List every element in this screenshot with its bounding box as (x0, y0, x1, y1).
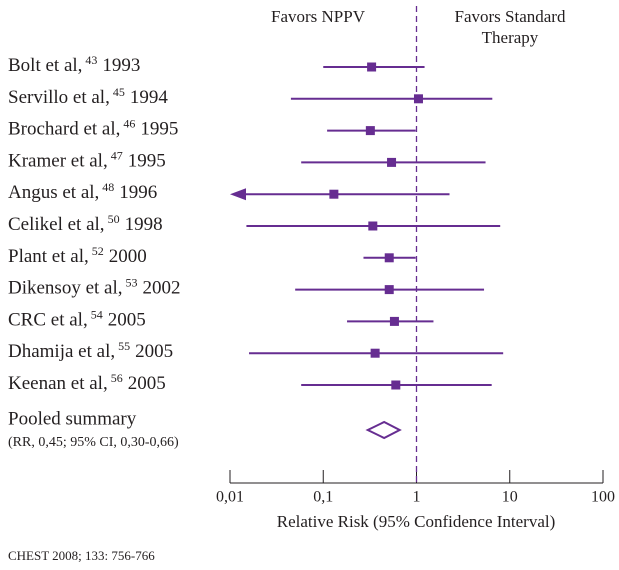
study-label: Plant et al, 52 2000 (8, 244, 147, 268)
point-estimate (384, 253, 394, 263)
study-label: Keenan et al, 56 2005 (8, 371, 166, 395)
study-label: Dhamija et al, 55 2005 (8, 339, 173, 363)
study-ref: 47 (111, 148, 123, 162)
source: CHEST 2008; 133: 756-766 (8, 548, 155, 563)
point-estimate (368, 221, 378, 231)
study-year: 1994 (130, 87, 169, 108)
study-year: 1998 (125, 214, 163, 235)
point-estimate (329, 189, 339, 199)
study-year: 2002 (143, 278, 181, 299)
study-ref: 50 (108, 212, 120, 226)
study-name: Keenan et al, (8, 373, 108, 394)
study-ref: 56 (111, 371, 123, 385)
study-ref: 54 (91, 307, 103, 321)
study-ref: 55 (118, 339, 130, 353)
arrowhead (230, 188, 246, 201)
point-estimate (384, 285, 394, 295)
header-right: Therapy (482, 28, 539, 47)
study-label: Bolt et al, 43 1993 (8, 53, 140, 77)
x-tick-label: 0,1 (313, 489, 333, 506)
study-name: Plant et al, (8, 246, 89, 267)
header-left: Favors NPPV (271, 7, 366, 26)
pooled-summary: (RR, 0,45; 95% CI, 0,30-0,66) (8, 435, 179, 450)
study-year: 2005 (135, 342, 173, 363)
study-year: 1995 (128, 151, 166, 172)
x-tick-label: 0,01 (216, 489, 244, 506)
x-tick-label: 10 (502, 489, 518, 506)
study-label: Kramer et al, 47 1995 (8, 148, 166, 172)
study-name: Servillo et al, (8, 87, 110, 108)
point-estimate (389, 316, 399, 326)
pooled-diamond (365, 420, 402, 440)
study-year: 1995 (140, 119, 178, 140)
study-year: 1993 (102, 55, 140, 76)
study-ref: 45 (113, 85, 125, 99)
study-label: Servillo et al, 45 1994 (8, 85, 168, 109)
study-name: Dhamija et al, (8, 342, 115, 363)
study-label: Dikensoy et al, 53 2002 (8, 275, 181, 299)
point-estimate (370, 348, 380, 358)
study-name: Kramer et al, (8, 151, 108, 172)
study-name: Dikensoy et al, (8, 278, 123, 299)
point-estimate (367, 62, 377, 72)
study-label: CRC et al, 54 2005 (8, 307, 146, 331)
point-estimate (413, 94, 423, 104)
study-year: 2000 (109, 246, 147, 267)
point-estimate (365, 126, 375, 136)
x-tick-label: 100 (591, 489, 615, 506)
study-name: Celikel et al, (8, 214, 105, 235)
study-name: Brochard et al, (8, 119, 120, 140)
study-name: Angus et al, (8, 183, 99, 204)
study-year: 2005 (128, 373, 166, 394)
study-label: Celikel et al, 50 1998 (8, 212, 163, 236)
study-ref: 43 (85, 53, 97, 67)
study-name: CRC et al, (8, 310, 88, 331)
x-axis-label: Relative Risk (95% Confidence Interval) (277, 512, 556, 531)
header-right: Favors Standard (455, 7, 566, 26)
point-estimate (391, 380, 401, 390)
study-label: Brochard et al, 46 1995 (8, 116, 178, 140)
study-name: Bolt et al, (8, 55, 82, 76)
study-year: 1996 (119, 183, 157, 204)
pooled-label: Pooled summary (8, 408, 137, 429)
study-year: 2005 (108, 310, 146, 331)
study-label: Angus et al, 48 1996 (8, 180, 157, 204)
x-tick-label: 1 (413, 489, 421, 506)
point-estimate (387, 157, 397, 167)
study-ref: 48 (102, 180, 114, 194)
study-ref: 52 (92, 244, 104, 258)
study-ref: 53 (126, 275, 138, 289)
study-ref: 46 (123, 116, 135, 130)
